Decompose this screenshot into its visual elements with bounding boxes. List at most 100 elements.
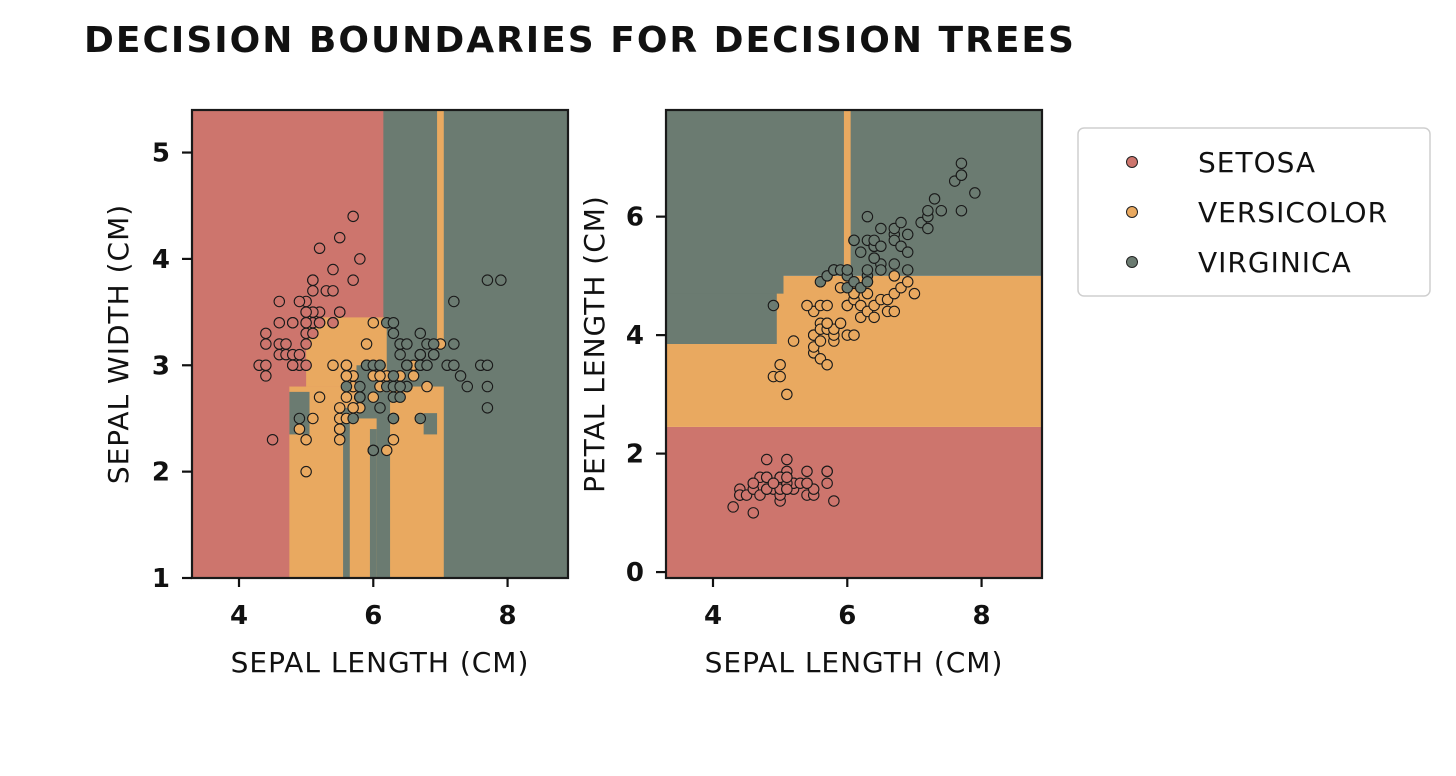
legend-marker-virginica: [1126, 256, 1138, 268]
point-virginica: [448, 295, 460, 308]
y-tick-label: 2: [626, 440, 644, 470]
point-versicolor: [908, 287, 921, 300]
point-virginica: [387, 316, 400, 329]
decision-regions: [666, 110, 1042, 578]
point-setosa: [767, 477, 780, 489]
y-tick-label: 1: [152, 564, 170, 594]
point-virginica: [394, 391, 406, 403]
point-setosa: [307, 285, 319, 297]
region-versicolor: [843, 110, 851, 276]
legend-entry-setosa: SETOSA: [1126, 146, 1316, 179]
point-versicolor: [781, 388, 793, 401]
point-virginica: [901, 246, 914, 258]
point-setosa: [280, 338, 292, 350]
point-versicolor: [801, 299, 813, 312]
point-virginica: [340, 380, 353, 393]
point-virginica: [481, 359, 494, 372]
legend-box: [1077, 127, 1431, 297]
point-setosa: [293, 295, 306, 308]
x-tick-label: 6: [364, 601, 382, 631]
legend-entry-versicolor: VERSICOLOR: [1126, 196, 1388, 229]
point-virginica: [367, 444, 380, 457]
point-versicolor: [313, 391, 326, 403]
point-setosa: [300, 338, 312, 350]
region-virginica: [423, 413, 438, 435]
point-virginica: [401, 359, 413, 372]
decision-regions: [192, 110, 568, 578]
point-setosa: [293, 348, 306, 361]
point-versicolor: [374, 370, 386, 382]
region-setosa: [666, 426, 1042, 578]
point-versicolor: [787, 335, 800, 347]
point-versicolor: [333, 433, 346, 446]
point-setosa: [300, 359, 312, 372]
point-versicolor: [293, 423, 306, 435]
plot-frame: [190, 108, 570, 580]
point-virginica: [481, 402, 494, 414]
point-setosa: [801, 465, 813, 478]
point-setosa: [347, 210, 359, 223]
point-setosa: [260, 359, 272, 372]
point-setosa: [286, 359, 299, 372]
point-setosa: [260, 327, 272, 340]
point-virginica: [354, 391, 366, 403]
point-virginica: [374, 359, 386, 372]
point-virginica: [969, 187, 981, 199]
y-tick-label: 5: [152, 139, 170, 169]
point-versicolor: [821, 358, 833, 371]
point-setosa: [347, 274, 359, 286]
point-virginica: [387, 412, 400, 425]
point-virginica: [895, 216, 907, 229]
plot-frame: [664, 108, 1044, 580]
point-setosa: [821, 477, 833, 489]
point-setosa: [727, 501, 739, 513]
point-virginica: [481, 274, 494, 286]
x-tick-label: 4: [704, 601, 722, 631]
point-versicolor: [814, 335, 827, 347]
point-setosa: [307, 327, 319, 340]
point-setosa: [354, 253, 366, 265]
point-virginica: [875, 264, 887, 276]
point-versicolor: [367, 391, 380, 403]
point-virginica: [868, 252, 880, 264]
y-axis-label: PETAL LENGTH (CM): [578, 195, 611, 493]
point-versicolor: [774, 358, 786, 371]
legend-label-setosa: SETOSA: [1198, 146, 1316, 179]
point-versicolor: [821, 299, 833, 312]
point-virginica: [767, 299, 780, 312]
point-setosa: [760, 453, 773, 466]
point-virginica: [394, 348, 406, 361]
y-tick-label: 2: [152, 458, 170, 488]
point-versicolor: [367, 316, 380, 329]
petal-length-panel: 4 6 8 0 2 4 6 SEPAL LENGTH (CM) PETAL LENGTH (CM…: [578, 108, 1044, 679]
point-setosa: [821, 465, 833, 478]
point-setosa: [747, 507, 760, 519]
y-tick-label: 3: [152, 351, 170, 381]
point-versicolor: [421, 380, 433, 393]
point-setosa: [781, 471, 793, 484]
x-axis-label: SEPAL LENGTH (CM): [231, 646, 530, 679]
x-tick-label: 8: [499, 601, 517, 631]
point-virginica: [935, 204, 948, 217]
point-setosa: [273, 316, 286, 329]
point-versicolor: [821, 317, 833, 330]
point-versicolor: [888, 270, 901, 282]
point-versicolor: [333, 402, 346, 414]
point-virginica: [928, 193, 941, 205]
y-tick-label: 4: [152, 245, 170, 275]
point-setosa: [781, 483, 793, 495]
point-virginica: [427, 348, 440, 361]
point-virginica: [421, 359, 433, 372]
point-versicolor: [380, 444, 393, 457]
y-tick-label: 4: [626, 321, 644, 351]
point-versicolor: [774, 370, 786, 383]
point-virginica: [955, 169, 968, 181]
point-versicolor: [333, 423, 346, 435]
point-virginica: [875, 222, 887, 235]
point-virginica: [841, 264, 854, 276]
point-setosa: [327, 285, 339, 297]
point-setosa: [313, 242, 326, 255]
legend-label-versicolor: VERSICOLOR: [1198, 196, 1388, 229]
point-virginica: [448, 359, 460, 372]
point-virginica: [461, 380, 474, 393]
